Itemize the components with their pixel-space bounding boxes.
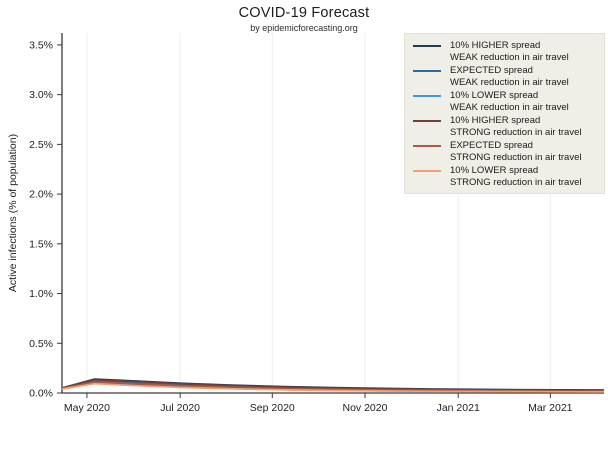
legend-label-travel: WEAK reduction in air travel — [450, 77, 569, 88]
y-tick-label: 1.5% — [29, 238, 53, 250]
legend-line-swatch — [413, 45, 441, 47]
legend-line-swatch — [413, 170, 441, 172]
legend-line-swatch — [413, 120, 441, 122]
legend-label-travel: WEAK reduction in air travel — [450, 102, 569, 113]
y-tick-label: 2.5% — [29, 139, 53, 151]
x-tick-label: Sep 2020 — [250, 402, 295, 414]
x-tick-label: Mar 2021 — [528, 402, 573, 414]
legend-label-spread: EXPECTED spread — [450, 140, 533, 151]
legend-item-higher-weak: 10% HIGHER spread WEAK reduction in air … — [413, 40, 598, 64]
x-tick-label: Nov 2020 — [343, 402, 388, 414]
legend-label-travel: STRONG reduction in air travel — [450, 152, 582, 163]
x-tick-label: Jul 2020 — [160, 402, 200, 414]
y-tick-label: 1.0% — [29, 288, 53, 300]
legend-line-swatch — [413, 70, 441, 72]
legend-label-spread: 10% HIGHER spread — [450, 40, 541, 51]
legend-label-spread: 10% HIGHER spread — [450, 115, 541, 126]
legend-line-swatch — [413, 95, 441, 97]
legend: 10% HIGHER spread WEAK reduction in air … — [404, 33, 605, 194]
x-tick-label: Jan 2021 — [437, 402, 480, 414]
legend-label-spread: 10% LOWER spread — [450, 90, 539, 101]
legend-label-travel: STRONG reduction in air travel — [450, 177, 582, 188]
legend-label-spread: EXPECTED spread — [450, 65, 533, 76]
series-line — [61, 382, 605, 393]
y-tick-label: 0.0% — [29, 388, 53, 400]
x-tick-label: May 2020 — [64, 402, 110, 414]
legend-line-swatch — [413, 145, 441, 147]
legend-label-travel: WEAK reduction in air travel — [450, 52, 569, 63]
legend-item-expected-weak: EXPECTED spread WEAK reduction in air tr… — [413, 65, 598, 89]
y-tick-label: 3.0% — [29, 89, 53, 101]
legend-item-lower-strong: 10% LOWER spread STRONG reduction in air… — [413, 165, 598, 189]
legend-item-higher-strong: 10% HIGHER spread STRONG reduction in ai… — [413, 115, 598, 139]
legend-label-travel: STRONG reduction in air travel — [450, 127, 582, 138]
y-tick-label: 3.5% — [29, 39, 53, 51]
chart-subtitle: by epidemicforecasting.org — [250, 23, 358, 33]
y-tick-label: 2.0% — [29, 189, 53, 201]
legend-label-spread: 10% LOWER spread — [450, 165, 539, 176]
chart-title: COVID-19 Forecast — [238, 5, 370, 21]
legend-item-expected-strong: EXPECTED spread STRONG reduction in air … — [413, 140, 598, 164]
y-tick-label: 0.5% — [29, 338, 53, 350]
legend-item-lower-weak: 10% LOWER spread WEAK reduction in air t… — [413, 90, 598, 114]
